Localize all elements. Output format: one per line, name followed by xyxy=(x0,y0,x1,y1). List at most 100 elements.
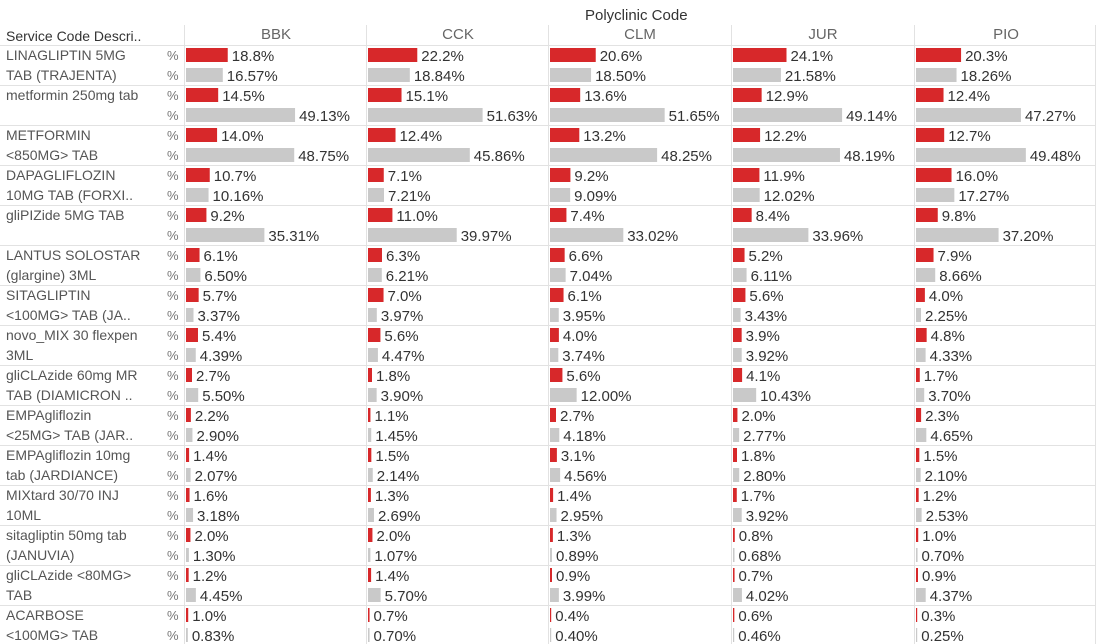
secondary-bar xyxy=(368,308,377,322)
secondary-bar xyxy=(916,428,927,442)
row-label[interactable]: EMPAgliflozin 10mg xyxy=(6,447,130,463)
primary-value-label: 1.3% xyxy=(557,528,591,545)
secondary-value-label: 2.80% xyxy=(743,468,786,485)
column-header-pio[interactable]: PIO xyxy=(993,26,1019,43)
row-label[interactable]: TAB xyxy=(6,587,32,603)
row-label[interactable]: gliCLAzide 60mg MR xyxy=(6,367,138,383)
measure-indicator: % xyxy=(167,488,179,503)
row-label[interactable]: (JANUVIA) xyxy=(6,547,74,563)
primary-value-label: 14.0% xyxy=(221,128,264,145)
secondary-bar xyxy=(186,508,194,522)
measure-indicator: % xyxy=(167,548,179,563)
secondary-bar xyxy=(186,548,189,562)
primary-value-label: 7.0% xyxy=(388,288,422,305)
primary-bar xyxy=(186,528,191,542)
primary-bar xyxy=(916,168,952,182)
secondary-value-label: 2.10% xyxy=(925,468,968,485)
row-label[interactable]: METFORMIN xyxy=(6,127,91,143)
row-label[interactable]: LANTUS SOLOSTAR xyxy=(6,247,140,263)
row-label[interactable]: sitagliptin 50mg tab xyxy=(6,527,127,543)
row-label[interactable]: TAB (DIAMICRON .. xyxy=(6,387,133,403)
secondary-bar xyxy=(186,628,188,642)
secondary-bar xyxy=(368,548,371,562)
row-label[interactable]: <100MG> TAB (JA.. xyxy=(6,307,131,323)
row-label[interactable]: novo_MIX 30 flexpen xyxy=(6,327,138,343)
row-label[interactable]: <25MG> TAB (JAR.. xyxy=(6,427,133,443)
secondary-bar xyxy=(368,228,457,242)
secondary-value-label: 2.07% xyxy=(195,468,238,485)
secondary-bar xyxy=(550,428,560,442)
row-label[interactable]: TAB (TRAJENTA) xyxy=(6,67,117,83)
primary-value-label: 0.7% xyxy=(739,568,773,585)
primary-value-label: 3.1% xyxy=(561,448,595,465)
row-label[interactable]: <850MG> TAB xyxy=(6,147,98,163)
secondary-bar xyxy=(186,468,191,482)
row-label[interactable]: metformin 250mg tab xyxy=(6,87,138,103)
row-label[interactable]: gliCLAzide <80MG> xyxy=(6,567,131,583)
primary-value-label: 1.1% xyxy=(374,408,408,425)
primary-value-label: 13.2% xyxy=(583,128,626,145)
secondary-bar xyxy=(916,148,1026,162)
secondary-value-label: 37.20% xyxy=(1003,228,1054,245)
secondary-bar xyxy=(916,228,999,242)
row-label[interactable]: DAPAGLIFLOZIN xyxy=(6,167,115,183)
secondary-bar xyxy=(368,508,374,522)
secondary-bar xyxy=(733,108,843,122)
row-label[interactable]: ACARBOSE xyxy=(6,607,84,623)
primary-bar xyxy=(916,448,920,462)
primary-bar xyxy=(368,608,370,622)
measure-indicator: % xyxy=(167,308,179,323)
column-header-clm[interactable]: CLM xyxy=(624,26,656,43)
row-label[interactable]: LINAGLIPTIN 5MG xyxy=(6,47,126,63)
primary-bar xyxy=(186,48,228,62)
secondary-value-label: 4.33% xyxy=(930,348,973,365)
primary-value-label: 1.8% xyxy=(376,368,410,385)
row-label[interactable]: tab (JARDIANCE) xyxy=(6,467,118,483)
primary-bar xyxy=(916,368,920,382)
measure-indicator: % xyxy=(167,348,179,363)
secondary-bar xyxy=(186,388,199,402)
measure-indicator: % xyxy=(167,588,179,603)
primary-bar xyxy=(916,208,938,222)
primary-bar xyxy=(916,328,927,342)
row-label[interactable]: (glargine) 3ML xyxy=(6,267,96,283)
secondary-bar xyxy=(186,228,265,242)
row-label[interactable]: EMPAgliflozin xyxy=(6,407,91,423)
secondary-bar xyxy=(368,68,410,82)
secondary-value-label: 12.02% xyxy=(764,188,815,205)
primary-bar xyxy=(368,448,372,462)
column-header-cck[interactable]: CCK xyxy=(442,26,474,43)
secondary-bar xyxy=(733,68,781,82)
measure-indicator: % xyxy=(167,628,179,643)
secondary-value-label: 17.27% xyxy=(958,188,1009,205)
measure-indicator: % xyxy=(167,228,179,243)
row-label[interactable]: 10ML xyxy=(6,507,41,523)
row-label[interactable]: gliPIZide 5MG TAB xyxy=(6,207,125,223)
secondary-value-label: 0.40% xyxy=(555,628,598,644)
secondary-value-label: 4.02% xyxy=(746,588,789,605)
primary-value-label: 1.4% xyxy=(193,448,227,465)
measure-indicator: % xyxy=(167,148,179,163)
primary-value-label: 0.6% xyxy=(738,608,772,625)
row-label[interactable]: SITAGLIPTIN xyxy=(6,287,91,303)
secondary-value-label: 3.37% xyxy=(197,308,240,325)
primary-bar xyxy=(916,608,918,622)
row-label[interactable]: <100MG> TAB xyxy=(6,627,98,643)
column-header-bbk[interactable]: BBK xyxy=(260,26,291,43)
primary-value-label: 8.4% xyxy=(756,208,790,225)
row-label[interactable]: 3ML xyxy=(6,347,33,363)
secondary-bar xyxy=(186,428,193,442)
secondary-bar xyxy=(550,68,592,82)
primary-value-label: 6.1% xyxy=(204,248,238,265)
secondary-value-label: 49.14% xyxy=(846,108,897,125)
row-header-label[interactable]: Service Code Descri.. xyxy=(6,28,142,44)
row-label[interactable]: MIXtard 30/70 INJ xyxy=(6,487,119,503)
secondary-bar xyxy=(733,468,740,482)
row-label[interactable]: 10MG TAB (FORXI.. xyxy=(6,187,133,203)
measure-indicator: % xyxy=(167,188,179,203)
primary-bar xyxy=(916,408,922,422)
primary-bar xyxy=(916,288,925,302)
secondary-value-label: 49.48% xyxy=(1030,148,1081,165)
column-header-jur[interactable]: JUR xyxy=(808,26,838,43)
primary-value-label: 18.8% xyxy=(232,48,275,65)
